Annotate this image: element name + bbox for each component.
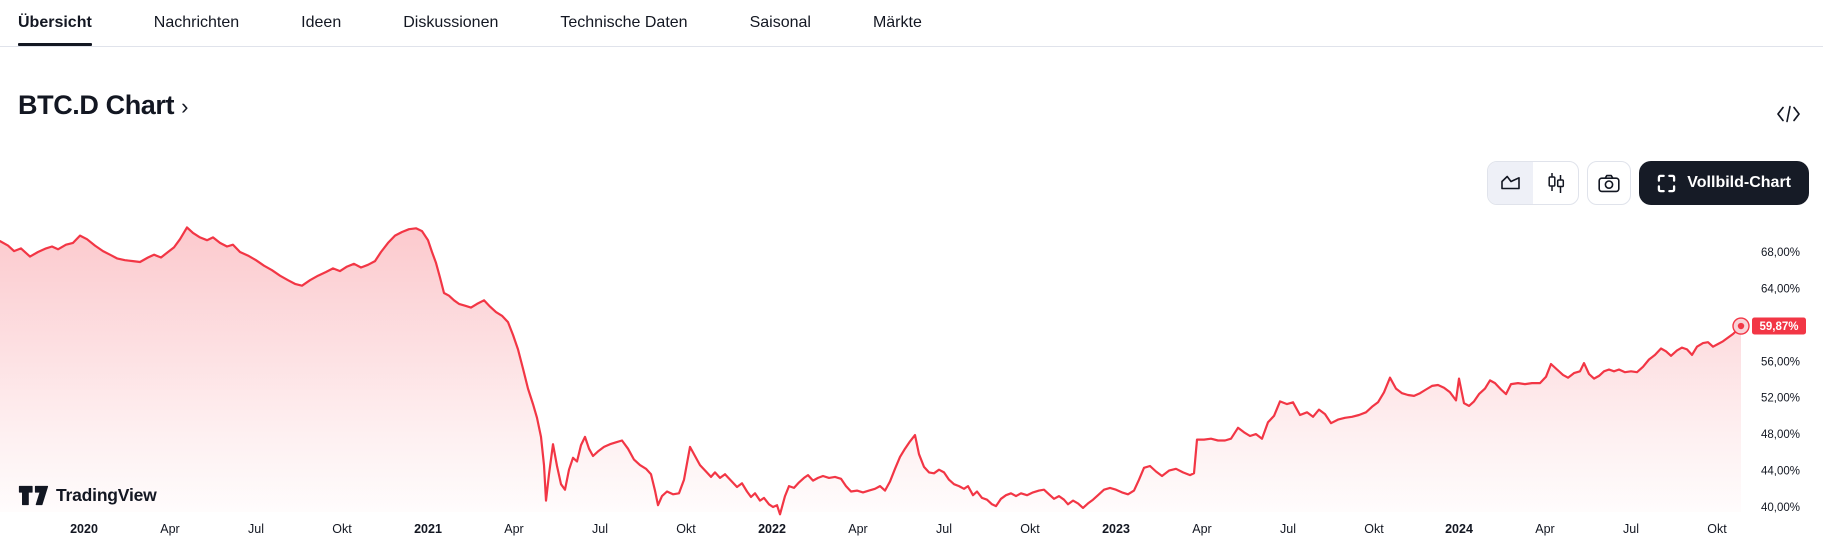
x-tick-label: Okt: [676, 522, 696, 536]
x-tick-label: Jul: [592, 522, 608, 536]
embed-code-button[interactable]: [1776, 105, 1801, 123]
tab-technische-daten[interactable]: Technische Daten: [560, 0, 687, 46]
x-tick-label: Apr: [504, 522, 523, 536]
price-line-path: [0, 226, 1743, 516]
tradingview-logo-mark: [18, 485, 49, 506]
x-axis[interactable]: 2020 Apr Jul Okt 2021 Apr Jul Okt 2022 Apr Jul Okt 2…: [70, 522, 1727, 536]
x-tick-label: Okt: [1364, 522, 1384, 536]
chevron-right-icon: ›: [181, 94, 189, 119]
chart-style-switcher: [1487, 161, 1580, 205]
last-price-marker: [1732, 317, 1750, 335]
y-tick-label: 44,00%: [1761, 466, 1800, 478]
fullscreen-button-label: Vollbild-Chart: [1687, 174, 1791, 191]
candlestick-icon: [1548, 173, 1564, 193]
area-chart-icon: [1501, 175, 1521, 190]
camera-icon: [1598, 174, 1620, 192]
area-fill: [0, 227, 1741, 515]
y-tick-label: 64,00%: [1761, 283, 1800, 295]
tab-m-rkte[interactable]: Märkte: [873, 0, 922, 46]
x-tick-label: 2020: [70, 522, 98, 536]
y-tick-label: 48,00%: [1761, 429, 1800, 441]
area-chart-style-button[interactable]: [1488, 162, 1534, 204]
symbol-title-link[interactable]: BTC.D Chart ›: [18, 90, 188, 121]
x-tick-label: 2022: [758, 522, 786, 536]
badge-background: [1752, 317, 1806, 335]
y-tick-label: 56,00%: [1761, 356, 1800, 368]
x-tick-label: Apr: [160, 522, 179, 536]
x-tick-label: 2021: [414, 522, 442, 536]
last-price-badge: 59,87%: [1752, 317, 1806, 335]
x-tick-label: Jul: [1623, 522, 1639, 536]
tab-bar: Übersicht Nachrichten Ideen Diskussionen Tec…: [0, 0, 1823, 47]
fullscreen-corners-icon: [1658, 174, 1676, 192]
candlestick-style-button[interactable]: [1533, 162, 1578, 204]
x-tick-label: Jul: [1280, 522, 1296, 536]
tab-diskussionen[interactable]: Diskussionen: [403, 0, 498, 46]
chart-toolbar: Vollbild-Chart: [1487, 161, 1809, 205]
tab--bersicht[interactable]: Übersicht: [18, 0, 92, 46]
tab-saisonal[interactable]: Saisonal: [750, 0, 811, 46]
x-tick-label: Apr: [848, 522, 867, 536]
x-tick-label: Jul: [936, 522, 952, 536]
fullscreen-chart-button[interactable]: Vollbild-Chart: [1639, 161, 1809, 205]
x-tick-label: Okt: [332, 522, 352, 536]
y-axis[interactable]: 68,00% 64,00% 56,00% 52,00% 48,00% 44,00% 40,0…: [1761, 247, 1800, 514]
x-tick-label: Okt: [1020, 522, 1040, 536]
y-tick-label: 40,00%: [1761, 502, 1800, 514]
price-line: [0, 226, 1743, 516]
marker-dot: [1737, 322, 1745, 330]
x-tick-label: 2023: [1102, 522, 1130, 536]
tradingview-logo-text: TradingView: [56, 485, 157, 505]
tradingview-watermark[interactable]: TradingView: [18, 485, 157, 506]
tab-nachrichten[interactable]: Nachrichten: [154, 0, 239, 46]
x-tick-label: Apr: [1535, 522, 1554, 536]
x-tick-label: Jul: [248, 522, 264, 536]
x-tick-label: Okt: [1707, 522, 1727, 536]
x-tick-label: 2024: [1445, 522, 1473, 536]
x-tick-label: Apr: [1192, 522, 1211, 536]
page-title: BTC.D Chart: [18, 90, 175, 120]
area-fill-path: [0, 227, 1741, 515]
tab-ideen[interactable]: Ideen: [301, 0, 341, 46]
y-tick-label: 52,00%: [1761, 393, 1800, 405]
code-brackets-icon: [1777, 105, 1800, 123]
badge-value: 59,87%: [1759, 321, 1798, 333]
y-tick-label: 68,00%: [1761, 247, 1800, 259]
snapshot-button[interactable]: [1587, 161, 1632, 205]
